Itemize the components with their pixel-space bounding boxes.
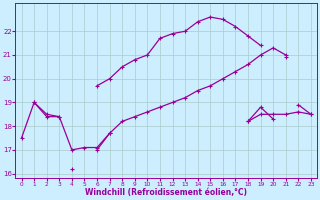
- X-axis label: Windchill (Refroidissement éolien,°C): Windchill (Refroidissement éolien,°C): [85, 188, 247, 197]
